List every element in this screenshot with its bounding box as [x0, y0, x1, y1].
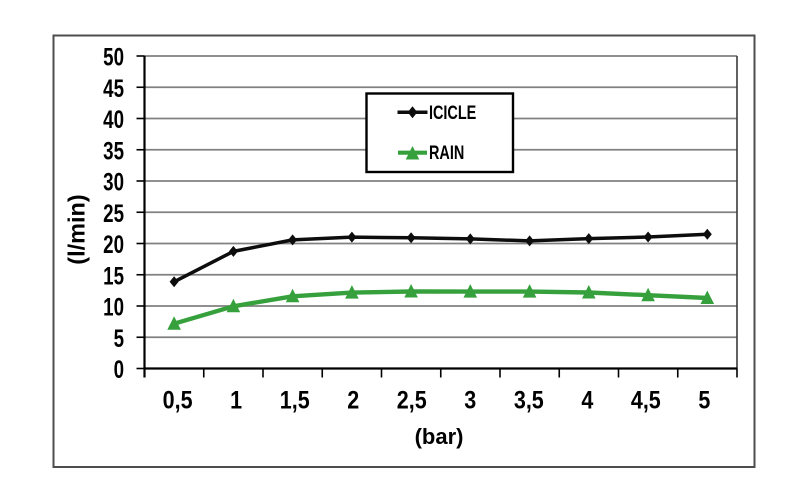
svg-text:1: 1 [230, 386, 242, 414]
svg-text:(bar): (bar) [415, 424, 464, 449]
svg-text:(l/min): (l/min) [64, 194, 90, 265]
svg-text:45: 45 [103, 74, 124, 102]
svg-text:2: 2 [347, 386, 359, 414]
svg-text:10: 10 [103, 293, 124, 321]
svg-text:4: 4 [581, 386, 593, 414]
svg-text:5: 5 [114, 324, 124, 352]
svg-text:40: 40 [103, 105, 124, 133]
svg-text:0,5: 0,5 [163, 386, 193, 414]
svg-text:5: 5 [698, 386, 710, 414]
svg-text:35: 35 [103, 137, 124, 165]
svg-text:1,5: 1,5 [280, 386, 310, 414]
svg-text:3: 3 [464, 386, 476, 414]
svg-text:20: 20 [103, 230, 124, 258]
svg-text:15: 15 [103, 262, 124, 290]
svg-text:25: 25 [103, 199, 124, 227]
svg-text:2,5: 2,5 [397, 386, 427, 414]
svg-text:30: 30 [103, 168, 124, 196]
svg-text:3,5: 3,5 [514, 386, 544, 414]
svg-text:50: 50 [103, 43, 124, 71]
svg-text:RAIN: RAIN [429, 142, 464, 163]
svg-text:4,5: 4,5 [631, 386, 661, 414]
svg-text:0: 0 [114, 355, 124, 383]
svg-text:ICICLE: ICICLE [429, 102, 476, 123]
